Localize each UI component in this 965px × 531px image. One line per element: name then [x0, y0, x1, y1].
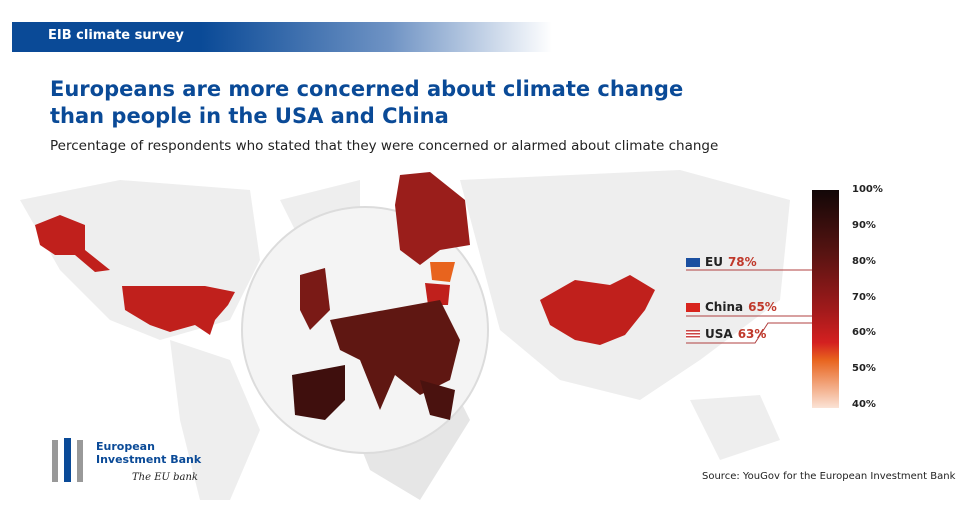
scale-tick-label: 40% [852, 399, 876, 410]
eib-logo: European Investment Bank The EU bank [50, 438, 201, 488]
callout-label: China [705, 300, 744, 314]
callout-lines [686, 269, 812, 344]
scale-tick-label: 80% [852, 255, 876, 267]
callout-china: China 65% [686, 300, 777, 314]
usa-flag-icon [686, 329, 700, 339]
scale-tick-label: 90% [852, 219, 876, 231]
region-china [540, 275, 655, 345]
chart-title: Europeans are more concerned about clima… [50, 77, 684, 128]
chart-subtitle: Percentage of respondents who stated tha… [50, 138, 719, 154]
scale-tick-label: 70% [852, 291, 876, 303]
scale-tick-label: 60% [852, 327, 876, 339]
banner-label: EIB climate survey [48, 28, 184, 43]
color-scale-bar [812, 190, 839, 408]
region-usa [35, 215, 235, 335]
logo-tagline: The EU bank [132, 472, 198, 483]
scale-tick-label: 50% [852, 363, 876, 375]
region-eu [292, 172, 470, 420]
china-flag-icon [686, 302, 700, 312]
header-banner: EIB climate survey [12, 22, 552, 52]
callout-label: EU [705, 255, 723, 269]
source-note: Source: YouGov for the European Investme… [702, 471, 956, 482]
scale-tick-label: 100% [852, 184, 883, 195]
callout-usa: USA 63% [686, 327, 766, 341]
callout-value: 63% [737, 327, 767, 341]
eu-flag-icon [686, 257, 700, 267]
eib-logo-mark [52, 438, 83, 482]
callout-eu: EU 78% [686, 255, 757, 269]
callout-value: 78% [727, 255, 757, 269]
logo-text: European Investment Bank [96, 440, 202, 466]
callout-value: 65% [748, 300, 777, 314]
callout-label: USA [705, 327, 733, 341]
